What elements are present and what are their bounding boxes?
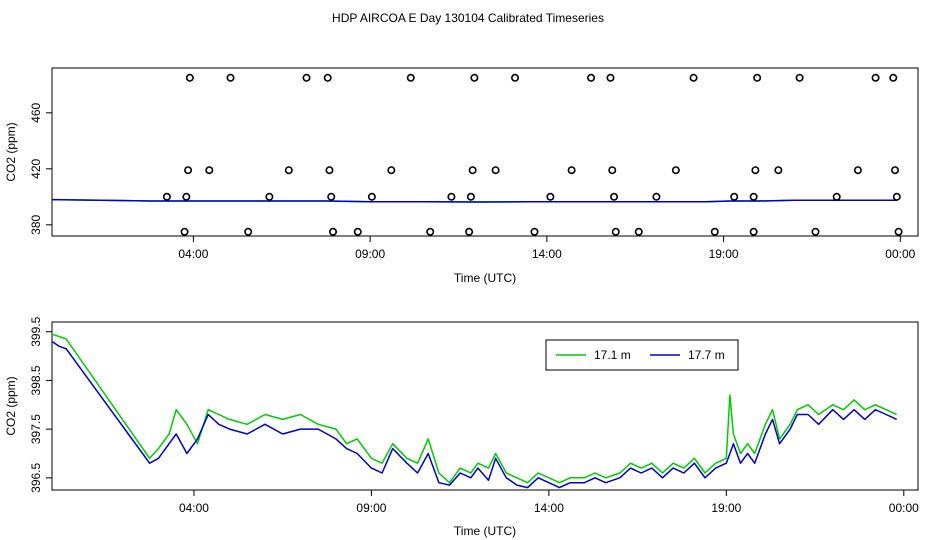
calibration-point	[185, 73, 194, 82]
calibration-point	[162, 192, 171, 201]
y-axis-label: CO2 (ppm)	[4, 376, 18, 435]
calibration-point	[774, 166, 783, 175]
calibration-panel: 04:00 09:00 14:00 19:00 00:00 380 420 460 Time…	[4, 67, 919, 285]
calibration-point	[689, 73, 698, 82]
calibration-point	[891, 166, 900, 175]
calibration-point	[610, 192, 619, 201]
calibration-point	[749, 227, 758, 236]
calibration-point	[180, 227, 189, 236]
legend: 17.1 m 17.7 m	[545, 339, 739, 371]
x-axis: 04:00 09:00 14:00 19:00 00:00	[178, 236, 916, 261]
calibration-point	[671, 166, 680, 175]
calibration-point	[184, 166, 193, 175]
legend-label-17-7m: 17.7 m	[688, 348, 725, 362]
calibration-point	[611, 227, 620, 236]
x-tick-label: 14:00	[532, 247, 562, 261]
x-axis-label: Time (UTC)	[454, 524, 516, 538]
calibration-point	[795, 73, 804, 82]
calibration-point	[182, 192, 191, 201]
x-tick-label: 04:00	[178, 247, 208, 261]
plot-frame	[51, 67, 919, 237]
calibration-point	[387, 166, 396, 175]
calibration-point	[323, 73, 332, 82]
y-tick-label: 420	[29, 158, 43, 178]
calibration-point	[892, 192, 901, 201]
calibration-point	[889, 73, 898, 82]
calibration-point	[284, 166, 293, 175]
x-tick-label: 04:00	[179, 501, 209, 515]
x-tick-label: 00:00	[885, 247, 915, 261]
calibration-point	[470, 73, 479, 82]
calibration-point	[606, 73, 615, 82]
calibration-point	[244, 227, 253, 236]
y-axis: 396.5 397.5 398.5 399.5	[29, 316, 52, 493]
x-tick-label: 19:00	[711, 501, 741, 515]
calibration-point	[608, 166, 617, 175]
calibration-point	[327, 192, 336, 201]
calibration-point	[302, 73, 311, 82]
y-tick-label: 399.5	[29, 316, 43, 346]
calibration-point	[751, 166, 760, 175]
calibration-point	[329, 227, 338, 236]
calibration-point	[853, 166, 862, 175]
calibration-point	[447, 192, 456, 201]
x-tick-label: 14:00	[534, 501, 564, 515]
x-tick-label: 09:00	[356, 501, 386, 515]
calibration-point	[265, 192, 274, 201]
calibration-point	[226, 73, 235, 82]
calibration-point	[353, 227, 362, 236]
calibration-point	[468, 166, 477, 175]
calibration-point	[652, 192, 661, 201]
calibration-point	[753, 73, 762, 82]
y-axis: 380 420 460	[29, 102, 52, 235]
calibration-point	[871, 73, 880, 82]
calibration-point	[511, 73, 520, 82]
calibration-point	[546, 192, 555, 201]
calibration-point	[530, 227, 539, 236]
calibration-point	[567, 166, 576, 175]
calibration-point	[811, 227, 820, 236]
calibration-point	[325, 166, 334, 175]
calibration-point	[367, 192, 376, 201]
calibration-point	[730, 192, 739, 201]
x-axis: 04:00 09:00 14:00 19:00 00:00	[179, 490, 919, 515]
calibration-point	[587, 73, 596, 82]
calibration-point	[406, 73, 415, 82]
calibration-point	[465, 227, 474, 236]
x-tick-label: 09:00	[355, 247, 385, 261]
calibration-point	[205, 166, 214, 175]
series-group	[51, 333, 898, 489]
x-axis-label: Time (UTC)	[454, 271, 516, 285]
timeseries-panel: 04:00 09:00 14:00 19:00 00:00 396.5 397.5 398.…	[4, 316, 919, 538]
y-tick-label: 460	[29, 102, 43, 122]
y-tick-label: 398.5	[29, 365, 43, 395]
calibration-point	[710, 227, 719, 236]
series-line-17-7-m	[51, 198, 897, 203]
series-line-17-7-m	[51, 340, 898, 489]
y-tick-label: 396.5	[29, 462, 43, 492]
y-tick-label: 380	[29, 214, 43, 234]
calibration-point	[466, 192, 475, 201]
y-axis-label: CO2 (ppm)	[4, 122, 18, 181]
series-group	[51, 198, 897, 203]
calibration-point	[894, 227, 903, 236]
plot-frame	[51, 321, 919, 491]
calibration-point	[491, 166, 500, 175]
calibration-point	[426, 227, 435, 236]
calibration-points	[162, 73, 903, 236]
calibration-point	[832, 192, 841, 201]
figure-title: HDP AIRCOA E Day 130104 Calibrated Times…	[332, 11, 604, 25]
y-tick-label: 397.5	[29, 414, 43, 444]
calibration-point	[634, 227, 643, 236]
x-tick-label: 19:00	[709, 247, 739, 261]
series-line-17-1-m	[51, 333, 898, 484]
calibration-point	[749, 192, 758, 201]
legend-label-17-1m: 17.1 m	[594, 348, 631, 362]
x-tick-label: 00:00	[889, 501, 919, 515]
